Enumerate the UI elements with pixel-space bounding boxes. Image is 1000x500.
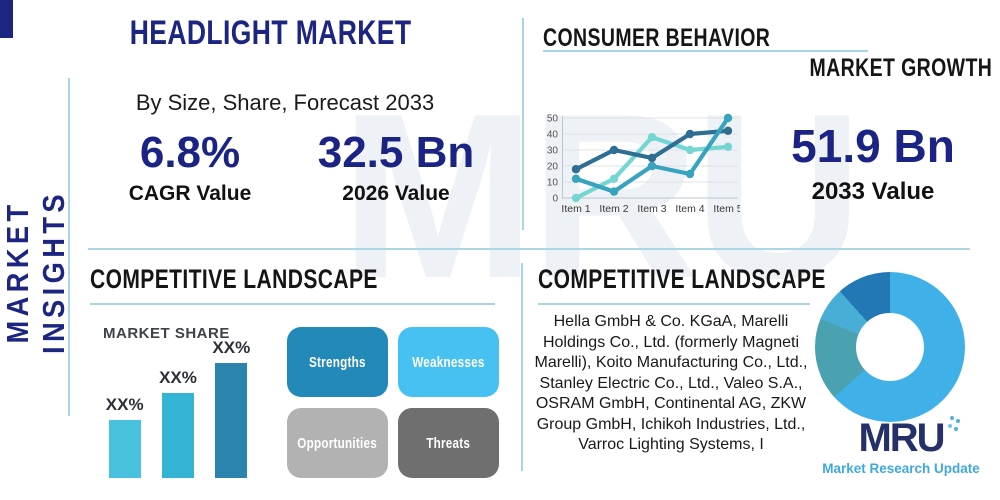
company-list-text: Hella GmbH & Co. KGaA, Marelli Holdings …: [534, 313, 808, 453]
bar-value-label: XX%: [212, 338, 251, 357]
consumer-behavior-title: CONSUMER BEHAVIOR: [543, 24, 771, 52]
value-2026: 32.5 Bn: [317, 128, 475, 177]
left-divider-line: [68, 78, 70, 416]
svg-text:Item 1: Item 1: [561, 203, 590, 215]
svg-text:Item 4: Item 4: [675, 203, 704, 215]
bar-value-label: XX%: [159, 368, 197, 387]
market-growth-line-chart: 0 10 20 30 40 50 Item 1 Item 2 Item 3 Item 4 Item …: [540, 106, 743, 221]
swot-threats-label: Threats: [426, 434, 471, 452]
cagr-label: CAGR Value: [128, 182, 252, 206]
stat-2033: 51.9 Bn 2033 Value: [788, 122, 958, 206]
corner-accent: [0, 0, 13, 38]
svg-text:Item 2: Item 2: [599, 203, 628, 215]
competitive-landscape-right-underline: [538, 303, 810, 305]
mru-logo-tagline: Market Research Update: [822, 461, 980, 476]
section-divider-line: [88, 248, 970, 250]
svg-text:0: 0: [552, 194, 558, 205]
watermark-text: MRU: [340, 64, 863, 327]
swot-strengths-label: Strengths: [309, 353, 366, 371]
svg-text:30: 30: [547, 146, 559, 157]
swot-opportunities-box: Opportunities: [287, 408, 388, 478]
competitive-landscape-left-underline: [90, 303, 495, 305]
value-2033: 51.9 Bn: [791, 120, 955, 172]
swot-opportunities-label: Opportunities: [297, 434, 378, 452]
competitive-landscape-left-title: COMPETITIVE LANDSCAPE: [90, 264, 378, 294]
market-share-bar-2: XX%: [151, 328, 204, 478]
bar-value-label: XX%: [105, 395, 144, 414]
mru-logo-text: MRU: [858, 416, 945, 460]
stat-2026: 32.5 Bn 2026 Value: [316, 128, 476, 206]
swot-weaknesses-label: Weaknesses: [412, 353, 485, 371]
market-growth-title: MARKET GROWTH: [809, 54, 993, 82]
swot-threats-box: Threats: [398, 408, 499, 478]
market-share-label: MARKET SHARE: [103, 325, 230, 342]
bar-rect: [161, 393, 194, 478]
consumer-section-divider-line: [522, 18, 524, 230]
market-share-bar-chart: XX% XX% XX%: [98, 328, 258, 478]
svg-text:Item 3: Item 3: [637, 203, 666, 215]
svg-text:40: 40: [547, 130, 559, 141]
market-share-bar-1: XX%: [98, 328, 151, 478]
consumer-behavior-underline: [543, 50, 868, 52]
label-2033: 2033 Value: [811, 178, 935, 206]
competitive-landscape-right-title: COMPETITIVE LANDSCAPE: [538, 264, 826, 294]
swot-grid: Strengths Weaknesses Opportunities Threa…: [287, 327, 499, 479]
svg-text:10: 10: [547, 178, 559, 189]
bar-rect: [215, 363, 248, 478]
label-2026: 2026 Value: [342, 182, 450, 206]
swot-weaknesses-box: Weaknesses: [398, 327, 499, 397]
competitive-right-divider-line: [521, 263, 523, 471]
bar-rect: [108, 420, 141, 478]
market-share-bar-3: XX%: [205, 328, 258, 478]
swot-strengths-box: Strengths: [287, 327, 388, 397]
logo-sparkles-icon: [950, 416, 954, 420]
svg-text:Item 5: Item 5: [713, 203, 740, 215]
market-share-donut-chart: [815, 272, 965, 422]
stat-cagr: 6.8% CAGR Value: [110, 128, 270, 206]
page-title: HEADLIGHT MARKET: [129, 14, 412, 52]
mru-logo: MRU Market Research Update: [820, 416, 982, 476]
cagr-value: 6.8%: [139, 128, 241, 177]
vertical-market-insights-label: MARKET INSIGHTS: [0, 189, 71, 355]
page-subtitle: By Size, Share, Forecast 2033: [135, 90, 435, 115]
svg-text:20: 20: [547, 162, 559, 173]
svg-text:50: 50: [547, 114, 559, 125]
